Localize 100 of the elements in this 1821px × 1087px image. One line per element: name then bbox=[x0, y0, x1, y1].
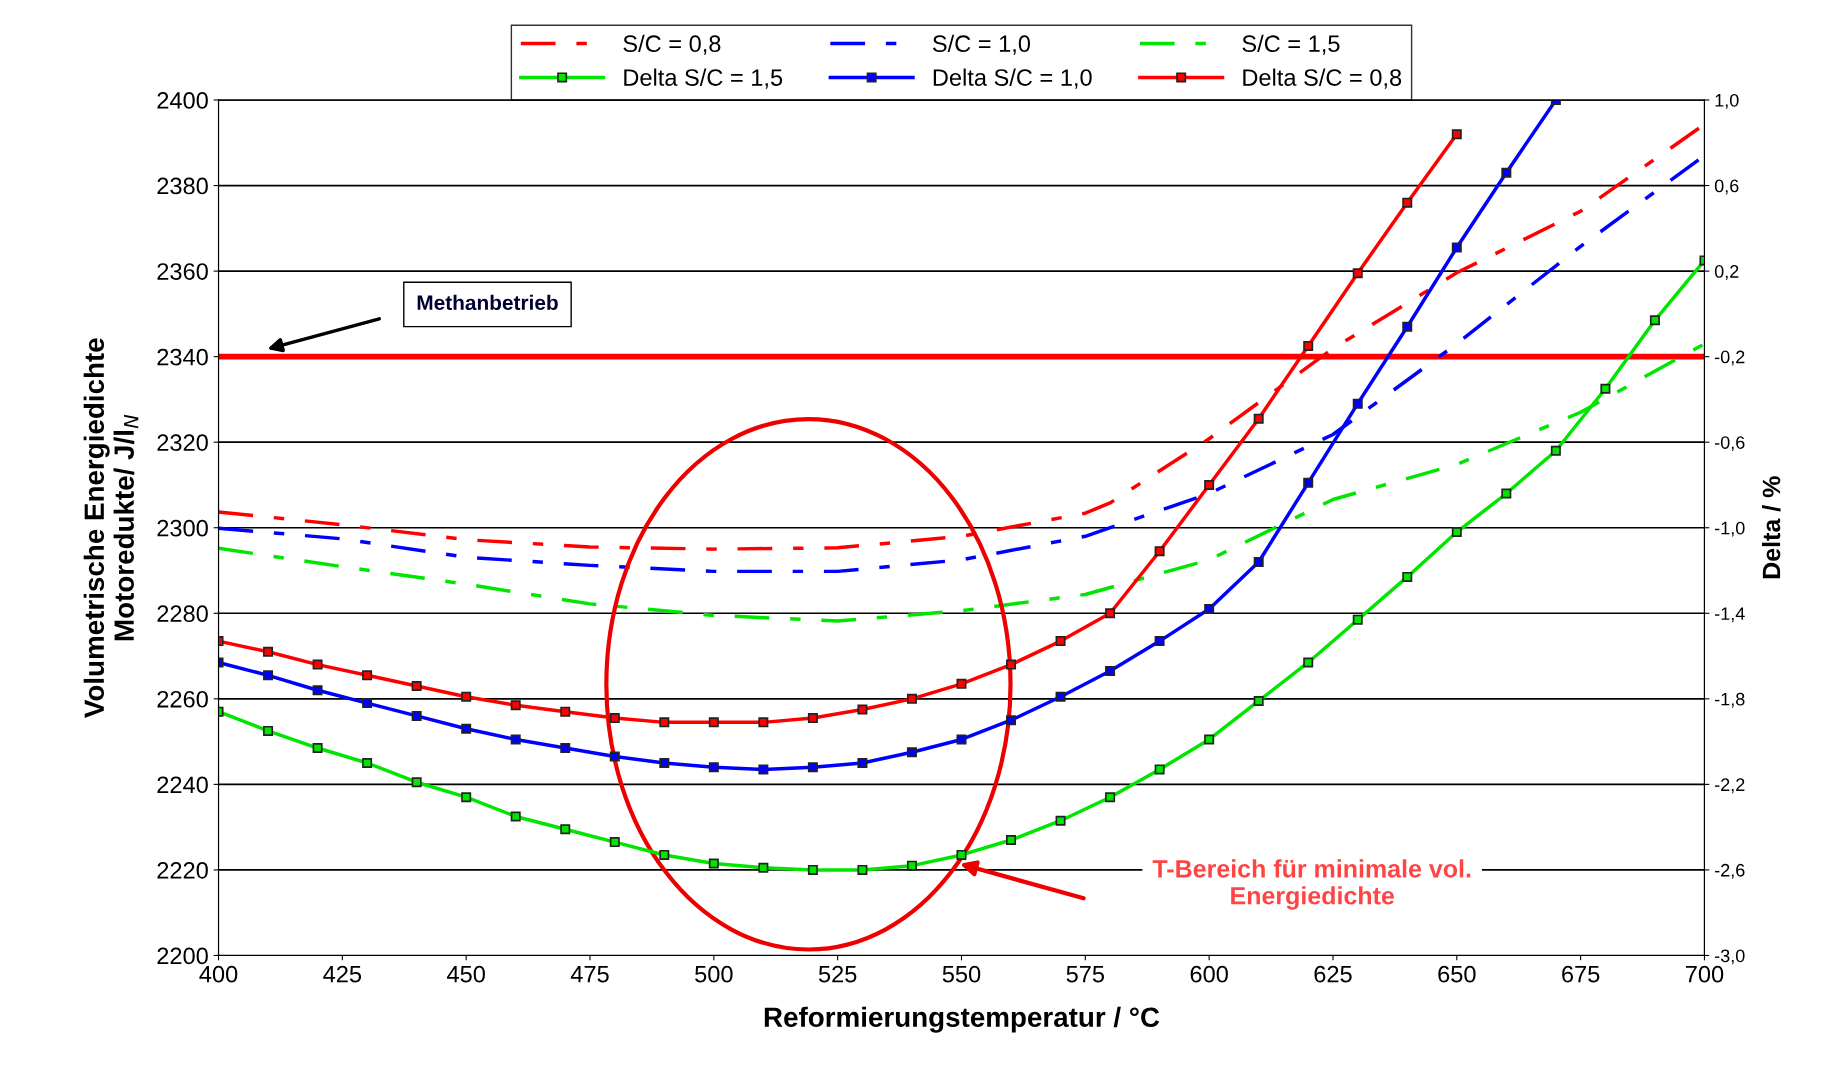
point bbox=[1105, 792, 1116, 803]
point bbox=[1402, 571, 1413, 582]
point bbox=[1303, 477, 1314, 488]
y2-tick-label: -1,0 bbox=[1714, 521, 1745, 537]
point bbox=[956, 849, 967, 860]
point bbox=[659, 849, 670, 860]
y2-axis-title: Delta / % bbox=[1761, 476, 1781, 579]
point bbox=[1006, 834, 1017, 845]
point bbox=[1105, 608, 1116, 619]
point bbox=[461, 691, 472, 702]
point bbox=[1154, 546, 1165, 557]
point bbox=[906, 747, 917, 758]
point bbox=[1154, 636, 1165, 647]
point bbox=[263, 670, 274, 681]
point bbox=[1402, 321, 1413, 332]
x-tick-label: 425 bbox=[323, 965, 362, 983]
point bbox=[1451, 527, 1462, 538]
point bbox=[1055, 691, 1066, 702]
point bbox=[1352, 614, 1363, 625]
y2-tick-label: 0,2 bbox=[1714, 265, 1739, 280]
y2-tick-label: -1,8 bbox=[1714, 692, 1745, 708]
annotation: T-Bereich für minimale vol. Energiedichte bbox=[1152, 859, 1471, 910]
point bbox=[1204, 734, 1215, 745]
y-tick-label: 2240 bbox=[157, 776, 208, 794]
point bbox=[1303, 340, 1314, 351]
point bbox=[1649, 315, 1660, 326]
y2-tick-label: -2,2 bbox=[1714, 778, 1745, 794]
legend-label: S/C = 1,5 bbox=[1242, 34, 1340, 55]
point bbox=[1105, 666, 1116, 677]
legend-label: S/C = 1,0 bbox=[932, 34, 1031, 55]
point bbox=[1550, 445, 1561, 456]
point bbox=[263, 646, 274, 657]
point bbox=[411, 710, 422, 721]
point bbox=[1501, 488, 1512, 499]
point bbox=[1600, 383, 1611, 394]
point bbox=[659, 717, 670, 728]
point bbox=[461, 792, 472, 803]
y-tick-label: 2200 bbox=[157, 947, 208, 965]
x-tick-label: 525 bbox=[818, 965, 857, 983]
y-tick-label: 2380 bbox=[157, 177, 208, 195]
y2-tick-label: 1,0 bbox=[1715, 93, 1739, 109]
point bbox=[263, 725, 274, 736]
y2-tick-label: -0,6 bbox=[1714, 436, 1745, 452]
point bbox=[1352, 268, 1363, 279]
y-tick-label: 2280 bbox=[157, 605, 208, 623]
point bbox=[411, 680, 422, 692]
point bbox=[1055, 815, 1066, 826]
y-axis-title: Volumetrische Energiedichte Motoredukte/ J/l$_{N}$ bbox=[83, 338, 139, 718]
legend-label: Delta S/C = 1,5 bbox=[624, 68, 783, 89]
y-tick-label: 2220 bbox=[157, 861, 208, 879]
point bbox=[1006, 659, 1017, 670]
point bbox=[510, 700, 521, 711]
point bbox=[807, 762, 818, 773]
x-tick-label: 625 bbox=[1314, 965, 1352, 983]
point bbox=[609, 713, 620, 724]
point bbox=[1253, 695, 1264, 706]
point bbox=[708, 762, 719, 773]
x-tick-label: 400 bbox=[199, 965, 238, 983]
x-tick-label: 550 bbox=[942, 965, 981, 983]
x-axis-title: Reformierungstemperatur / °C bbox=[764, 1006, 1160, 1033]
x-tick-label: 675 bbox=[1562, 965, 1600, 983]
point bbox=[1451, 129, 1462, 140]
y2-tick-label: -1,4 bbox=[1714, 607, 1745, 623]
point bbox=[956, 734, 967, 745]
point bbox=[906, 693, 917, 704]
point bbox=[659, 757, 670, 768]
point bbox=[1352, 398, 1363, 409]
point bbox=[1501, 167, 1512, 178]
point bbox=[906, 860, 917, 871]
y-tick-label: 2360 bbox=[157, 263, 208, 280]
point bbox=[510, 811, 521, 822]
point bbox=[1154, 764, 1165, 775]
y2-tick-label: -0,2 bbox=[1714, 350, 1745, 366]
point bbox=[758, 717, 769, 728]
point bbox=[758, 764, 769, 775]
y2-tick-label: 0,6 bbox=[1714, 179, 1739, 195]
legend-label: Delta S/C = 0,8 bbox=[1243, 68, 1402, 89]
y-tick-label: 2300 bbox=[157, 519, 208, 537]
y-tick-label: 2400 bbox=[157, 92, 208, 109]
point bbox=[807, 713, 818, 724]
point bbox=[312, 743, 323, 754]
y-tick-label: 2260 bbox=[157, 690, 208, 708]
point bbox=[708, 858, 719, 869]
y2-tick-label: -3,0 bbox=[1714, 949, 1745, 965]
point bbox=[312, 659, 323, 670]
x-tick-label: 650 bbox=[1438, 965, 1476, 983]
x-tick-label: 600 bbox=[1190, 965, 1228, 983]
point bbox=[758, 862, 769, 873]
point bbox=[708, 717, 719, 728]
legend-label: Delta S/C = 1,0 bbox=[933, 68, 1092, 89]
y-tick-label: 2320 bbox=[157, 434, 208, 451]
point bbox=[1451, 242, 1462, 253]
point bbox=[1055, 636, 1066, 647]
point bbox=[609, 837, 620, 848]
point bbox=[461, 723, 472, 734]
point bbox=[312, 685, 323, 696]
point bbox=[362, 757, 373, 768]
annotation: Methanbetrieb bbox=[417, 294, 558, 311]
point bbox=[1303, 657, 1314, 668]
point bbox=[411, 777, 422, 788]
